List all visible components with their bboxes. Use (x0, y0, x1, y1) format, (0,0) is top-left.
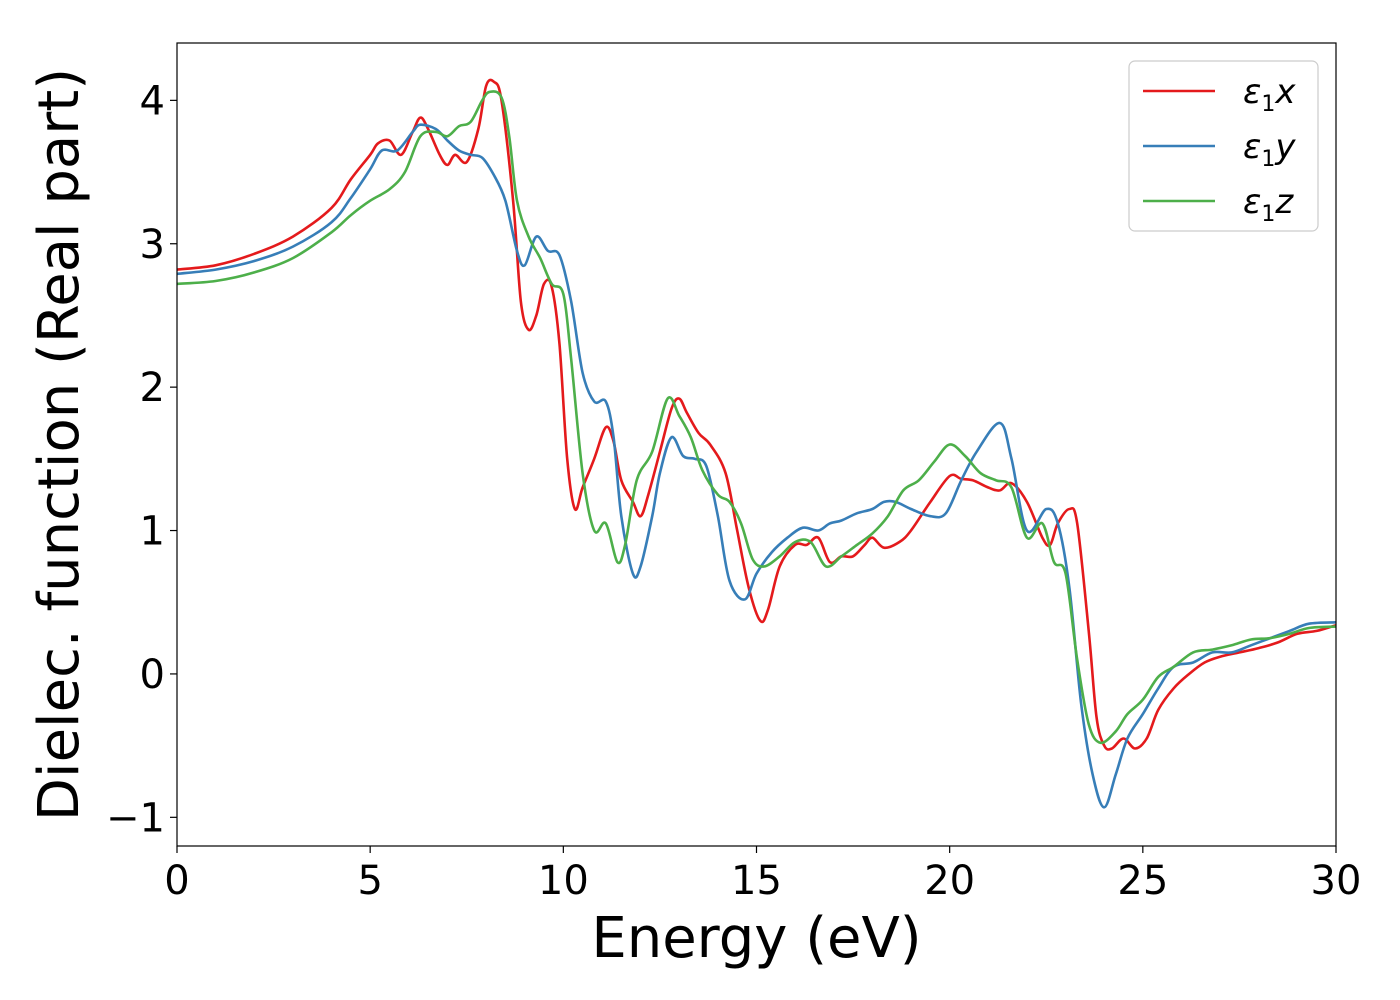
x-tick-label: 0 (164, 858, 189, 904)
x-tick-label: 25 (1117, 858, 1168, 904)
legend-label-main: ε (1243, 72, 1261, 112)
x-tick-label: 30 (1311, 858, 1362, 904)
series-layer (177, 78, 1336, 809)
legend-label-subscript: 1 (1261, 92, 1275, 117)
x-tick-label: 5 (357, 858, 382, 904)
series-line-x (177, 78, 1336, 751)
x-tick-label: 20 (924, 858, 975, 904)
x-axis-title: Energy (eV) (591, 906, 921, 971)
legend-label-tail: x (1274, 72, 1296, 112)
y-tick-label: −1 (106, 795, 165, 841)
legend-box (1128, 60, 1319, 232)
legend-label-subscript: 1 (1261, 202, 1275, 227)
series-line-z (177, 90, 1336, 745)
legend-label-subscript: 1 (1261, 147, 1275, 172)
legend-label-main: ε (1243, 182, 1261, 222)
legend-label: ε1z (1243, 182, 1294, 227)
y-tick-label: 0 (140, 652, 165, 698)
legend-label: ε1y (1243, 127, 1296, 172)
y-tick-label: 1 (140, 509, 165, 555)
ticks-layer: 0 5 10 15 20 25 30 −1 0 1 2 3 4 (106, 78, 1361, 904)
legend-label-main: ε (1243, 127, 1261, 167)
legend-label-tail: y (1274, 127, 1296, 167)
y-tick-label: 4 (140, 78, 165, 124)
series-line-y (177, 123, 1336, 809)
legend-label-tail: z (1274, 182, 1294, 222)
legend-label: ε1x (1243, 72, 1296, 117)
y-axis-title: Dielec. function (Real part) (27, 68, 92, 821)
x-tick-label: 15 (731, 858, 782, 904)
x-tick-label: 10 (538, 858, 589, 904)
y-tick-label: 3 (140, 222, 165, 268)
y-tick-label: 2 (140, 365, 165, 411)
